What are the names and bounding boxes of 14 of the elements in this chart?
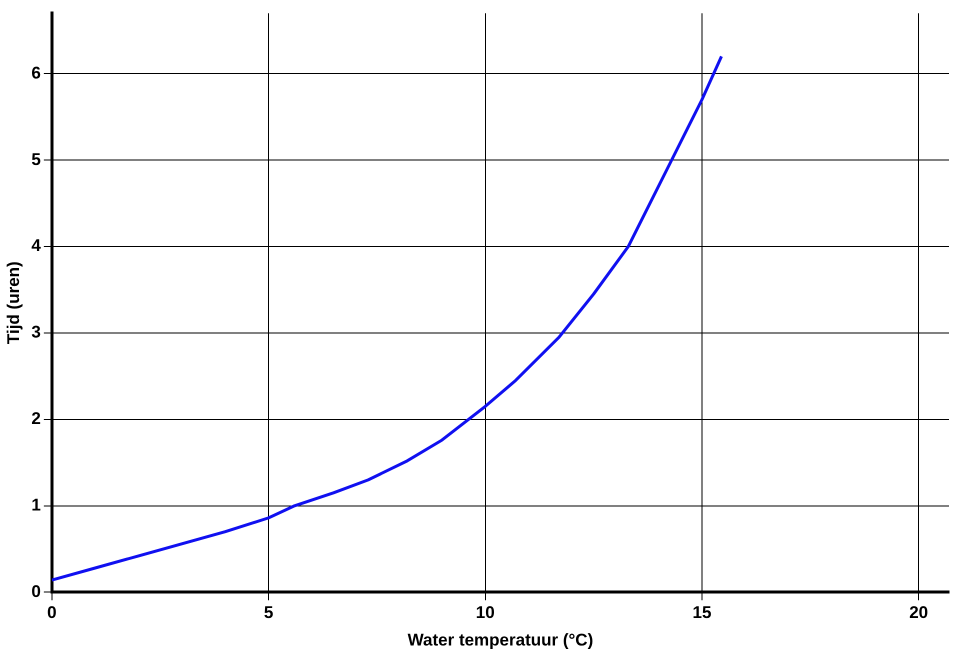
y-tick-label: 1 bbox=[31, 495, 41, 514]
y-tick-label: 5 bbox=[31, 150, 41, 169]
x-tick-label: 5 bbox=[264, 603, 274, 622]
y-tick-label: 2 bbox=[31, 409, 41, 428]
y-tick-label: 6 bbox=[31, 63, 41, 82]
x-tick-label: 10 bbox=[476, 603, 495, 622]
x-tick-label: 15 bbox=[692, 603, 712, 622]
x-axis-title: Water temperatuur (°C) bbox=[408, 630, 594, 650]
x-tick-label: 20 bbox=[909, 603, 928, 622]
y-tick-label: 0 bbox=[31, 582, 41, 601]
x-tick-label: 0 bbox=[47, 603, 57, 622]
y-axis-title: Tijd (uren) bbox=[4, 261, 23, 344]
y-tick-label: 3 bbox=[31, 322, 41, 342]
y-tick-label: 4 bbox=[31, 236, 42, 256]
